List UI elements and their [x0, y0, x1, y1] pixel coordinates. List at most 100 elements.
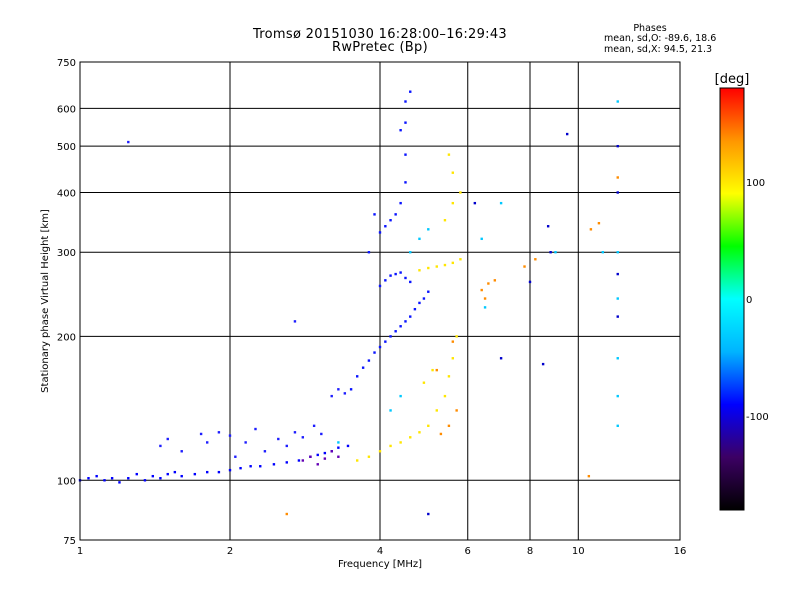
data-point: [378, 231, 382, 234]
data-point: [616, 176, 619, 179]
data-point: [309, 455, 312, 458]
data-point: [389, 335, 392, 338]
data-point: [361, 366, 365, 369]
y-tick-label: 500: [57, 142, 76, 153]
data-point: [616, 191, 619, 194]
data-point: [616, 357, 619, 360]
data-point: [355, 459, 359, 462]
data-point: [404, 153, 407, 156]
data-point: [285, 444, 288, 448]
data-point: [337, 441, 340, 444]
data-point: [330, 450, 333, 453]
data-point: [447, 153, 451, 156]
y-tick-label: 400: [57, 188, 76, 199]
data-point: [439, 432, 443, 436]
data-point: [87, 477, 90, 480]
data-point: [404, 276, 407, 280]
data-point: [451, 340, 455, 343]
data-point: [217, 470, 221, 474]
y-tick-label: 300: [57, 248, 76, 259]
data-point: [404, 181, 407, 184]
data-point: [451, 201, 455, 205]
data-point: [451, 357, 455, 360]
data-point: [409, 315, 412, 318]
data-point: [413, 307, 417, 311]
data-point: [205, 470, 209, 474]
data-point: [301, 436, 305, 439]
data-point: [483, 297, 487, 300]
data-point: [378, 284, 382, 288]
data-point: [418, 301, 421, 305]
x-tick-label: 6: [465, 546, 471, 557]
data-point: [159, 444, 162, 448]
data-point: [301, 459, 305, 462]
data-point: [320, 432, 323, 436]
data-point: [337, 388, 340, 391]
chart-title: Tromsø 20151030 16:28:00–16:29:43: [252, 27, 508, 42]
data-point: [487, 282, 490, 285]
data-point: [228, 468, 232, 472]
colorbar-tick-label: 100: [746, 178, 765, 189]
data-point: [110, 477, 114, 480]
x-tick-label: 2: [227, 546, 233, 557]
data-point: [451, 261, 455, 265]
data-point: [159, 477, 162, 480]
data-point: [239, 466, 242, 470]
data-point: [480, 237, 483, 241]
data-point: [493, 279, 497, 282]
data-point: [343, 392, 347, 395]
data-point: [293, 320, 297, 323]
data-point: [389, 444, 392, 448]
data-point: [409, 280, 412, 284]
data-point: [597, 222, 601, 225]
data-point: [587, 474, 591, 478]
data-points: [78, 90, 619, 516]
data-point: [293, 431, 297, 434]
data-point: [259, 465, 262, 468]
data-point: [422, 381, 426, 384]
data-point: [427, 512, 430, 516]
data-point: [549, 251, 552, 254]
data-point: [455, 409, 458, 412]
colorbar-tick-label: 0: [746, 295, 752, 306]
y-tick-label: 200: [57, 332, 76, 343]
data-point: [427, 424, 430, 428]
data-point: [601, 251, 605, 254]
x-tick-label: 1: [77, 546, 83, 557]
plot-frame: [79, 61, 681, 541]
data-point: [373, 351, 376, 354]
colorbar-gradient: [720, 88, 744, 510]
data-point: [404, 320, 407, 323]
y-tick-label: 75: [63, 536, 76, 547]
data-point: [346, 444, 350, 448]
colorbar-frame: [719, 87, 745, 511]
data-point: [285, 512, 288, 516]
data-point: [616, 251, 619, 254]
data-point: [394, 213, 397, 216]
data-point: [166, 472, 169, 476]
data-point: [378, 450, 382, 453]
data-point: [473, 201, 477, 205]
data-point: [447, 424, 451, 428]
data-point: [95, 474, 98, 478]
data-point: [418, 431, 421, 434]
colorbar-tick-label: -100: [746, 412, 769, 423]
data-point: [193, 472, 197, 476]
data-point: [389, 274, 392, 277]
data-point: [367, 359, 371, 362]
data-point: [534, 258, 537, 261]
chart-subtitle: RwPretec (Bp): [332, 40, 428, 55]
data-point: [409, 436, 412, 439]
data-point: [399, 325, 402, 328]
x-axis-label: Frequency [MHz]: [338, 559, 422, 570]
data-point: [616, 100, 619, 103]
data-point: [528, 280, 532, 284]
data-point: [323, 451, 327, 455]
data-point: [234, 455, 237, 458]
data-point: [373, 213, 376, 216]
data-point: [337, 455, 340, 458]
data-point: [173, 470, 177, 474]
data-point: [199, 432, 203, 436]
colorbar: [deg] 100 0 -100: [715, 72, 769, 511]
